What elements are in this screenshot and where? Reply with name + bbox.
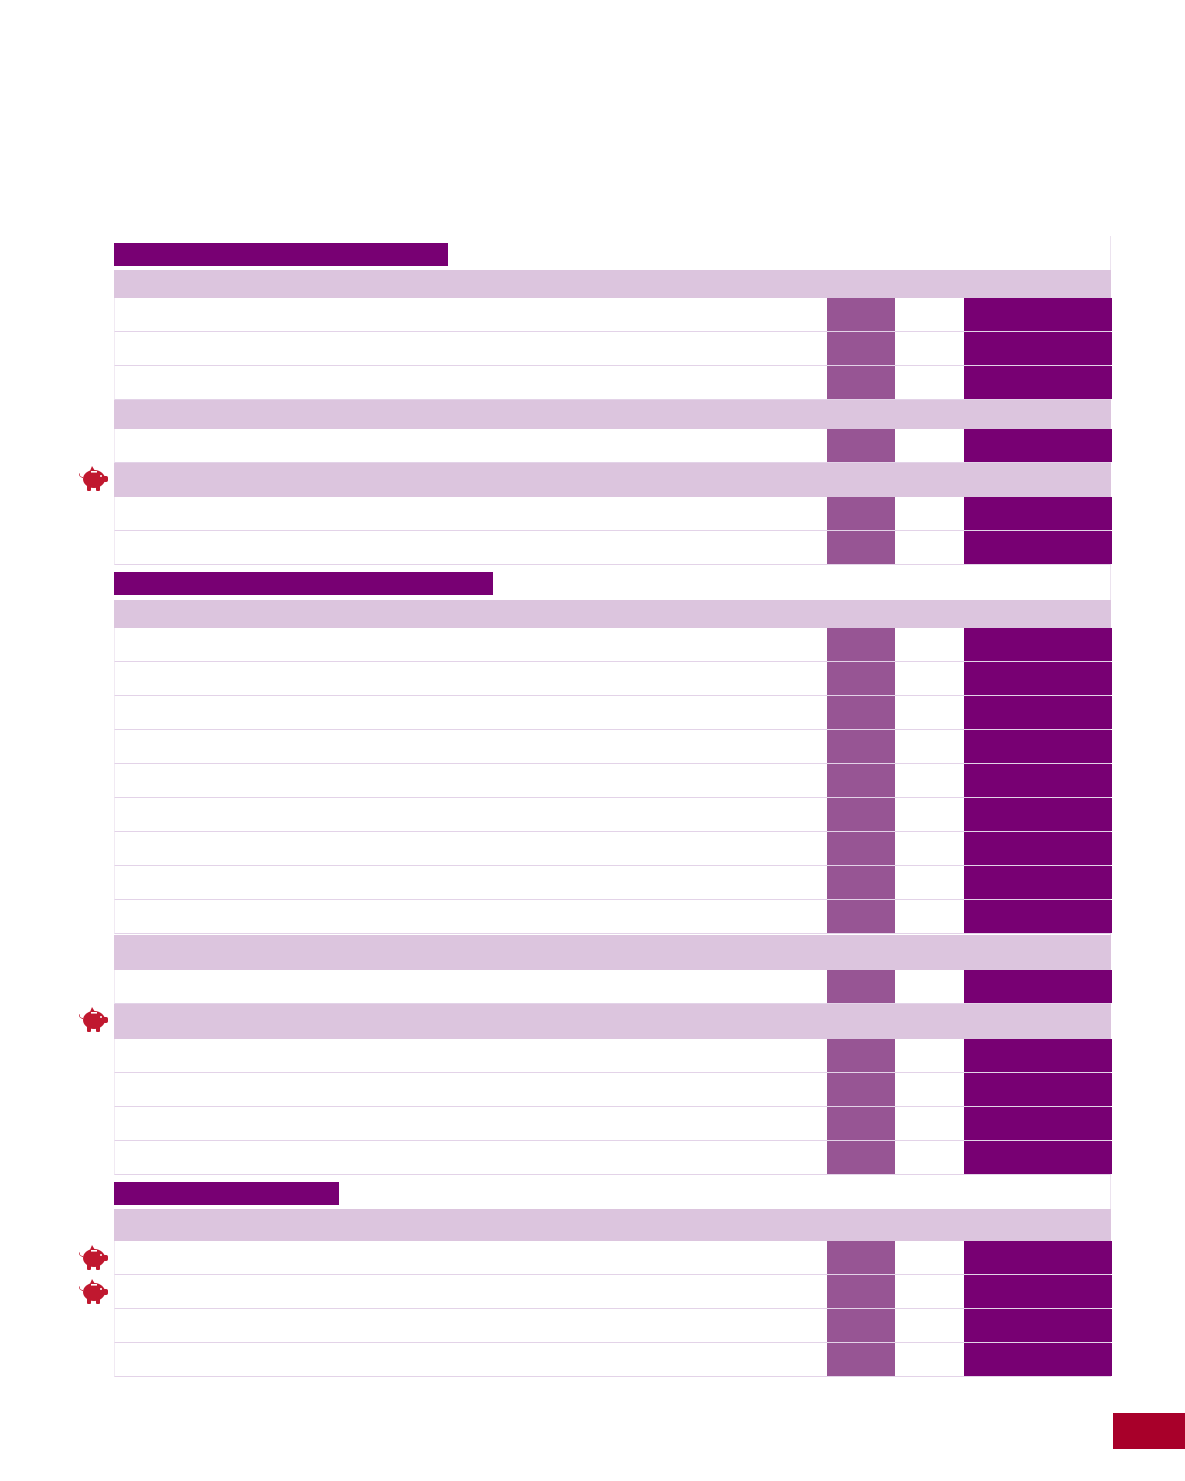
value-cell-a (827, 628, 895, 661)
section-title-bar (114, 1182, 339, 1205)
value-cell-a (827, 298, 895, 331)
group-header (114, 270, 1111, 298)
table-row (114, 970, 1112, 1004)
value-cell-b (964, 332, 1112, 365)
table-row (114, 1039, 1112, 1073)
piggy-bank-icon (79, 1279, 108, 1304)
value-cell-a (827, 730, 895, 763)
value-cell-a (827, 1309, 895, 1342)
value-cell-a (827, 1073, 895, 1106)
table-row (114, 1343, 1112, 1377)
table-row (114, 696, 1112, 730)
table-row (114, 1241, 1112, 1275)
table-row (114, 866, 1112, 900)
value-cell-a (827, 662, 895, 695)
value-cell-a (827, 1141, 895, 1174)
value-cell-a (827, 366, 895, 399)
value-cell-a (827, 798, 895, 831)
value-cell-b (964, 1343, 1112, 1376)
table-row (114, 832, 1112, 866)
table-row (114, 366, 1112, 400)
group-header (114, 1004, 1111, 1039)
piggy-bank-icon (79, 1007, 108, 1032)
table-row (114, 1107, 1112, 1141)
value-cell-a (827, 1039, 895, 1072)
value-cell-a (827, 970, 895, 1003)
value-cell-b (964, 1275, 1112, 1308)
value-cell-b (964, 1073, 1112, 1106)
page-number-tab (1113, 1413, 1185, 1449)
value-cell-b (964, 628, 1112, 661)
table-row (114, 1073, 1112, 1107)
table-row (114, 798, 1112, 832)
value-cell-a (827, 696, 895, 729)
group-header (114, 1209, 1111, 1241)
group-header (114, 463, 1111, 497)
value-cell-b (964, 866, 1112, 899)
table-row (114, 662, 1112, 696)
value-cell-b (964, 1241, 1112, 1274)
table-row (114, 332, 1112, 366)
group-header (114, 400, 1111, 429)
value-cell-b (964, 366, 1112, 399)
value-cell-a (827, 332, 895, 365)
value-cell-b (964, 730, 1112, 763)
value-cell-a (827, 764, 895, 797)
value-cell-b (964, 764, 1112, 797)
value-cell-a (827, 1275, 895, 1308)
value-cell-b (964, 696, 1112, 729)
value-cell-a (827, 429, 895, 462)
value-cell-b (964, 497, 1112, 530)
section-title-bar (114, 243, 448, 266)
value-cell-b (964, 798, 1112, 831)
table-row (114, 429, 1112, 463)
value-cell-b (964, 1141, 1112, 1174)
table-row (114, 628, 1112, 662)
value-cell-b (964, 1107, 1112, 1140)
piggy-bank-icon (79, 1245, 108, 1270)
value-cell-a (827, 1343, 895, 1376)
value-cell-a (827, 832, 895, 865)
value-cell-b (964, 298, 1112, 331)
group-header (114, 935, 1111, 970)
table-row (114, 1141, 1112, 1175)
value-cell-b (964, 970, 1112, 1003)
table-row (114, 900, 1112, 934)
table-row (114, 531, 1112, 565)
section-title-bar (114, 572, 493, 595)
value-cell-a (827, 1241, 895, 1274)
value-cell-a (827, 497, 895, 530)
value-cell-a (827, 531, 895, 564)
table-row (114, 497, 1112, 531)
table-row (114, 730, 1112, 764)
value-cell-b (964, 832, 1112, 865)
table-row (114, 764, 1112, 798)
value-cell-a (827, 1107, 895, 1140)
value-cell-b (964, 1309, 1112, 1342)
value-cell-a (827, 866, 895, 899)
table-row (114, 1309, 1112, 1343)
piggy-bank-icon (79, 466, 108, 491)
value-cell-b (964, 1039, 1112, 1072)
value-cell-b (964, 900, 1112, 933)
table-row (114, 298, 1112, 332)
value-cell-b (964, 429, 1112, 462)
table-row (114, 1275, 1112, 1309)
group-header (114, 600, 1111, 628)
value-cell-a (827, 900, 895, 933)
value-cell-b (964, 531, 1112, 564)
value-cell-b (964, 662, 1112, 695)
